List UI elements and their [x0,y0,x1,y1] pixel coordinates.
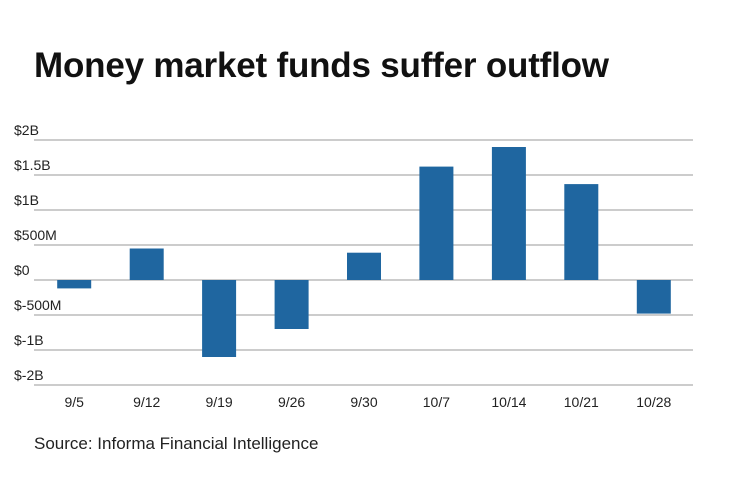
x-tick-label: 9/12 [133,394,160,410]
bar-9-30 [347,252,381,280]
x-tick-label: 10/14 [491,394,526,410]
y-tick-label: $2B [14,122,39,138]
y-tick-label: $0 [14,262,30,278]
bar-9-19 [202,280,237,357]
x-tick-label: 9/26 [278,394,305,410]
bar-10-7 [419,166,454,280]
source-note: Source: Informa Financial Intelligence [34,434,319,453]
bar-10-14 [491,147,526,280]
y-tick-label: $1.5B [14,157,51,173]
x-tick-label: 10/21 [564,394,599,410]
y-tick-label: $-1B [14,332,44,348]
x-tick-label: 9/19 [205,394,232,410]
x-tick-label: 9/5 [64,394,84,410]
bar-9-26 [274,280,309,329]
bar-9-12 [129,248,164,280]
y-axis-tick-labels: $2B $1.5B $1B $500M $0 $-500M $-1B $-2B [14,122,61,383]
gridlines [34,139,693,386]
x-tick-label: 10/7 [423,394,450,410]
y-tick-label: $-500M [14,297,61,313]
bars [57,147,671,357]
bar-10-21 [564,184,599,280]
x-axis-tick-labels: 9/5 9/12 9/19 9/26 9/30 10/7 10/14 10/21 10/28 [64,394,671,410]
x-tick-label: 10/28 [636,394,671,410]
x-tick-label: 9/30 [350,394,377,410]
bar-10-28 [636,280,671,314]
y-tick-label: $-2B [14,367,44,383]
y-tick-label: $500M [14,227,57,243]
bar-9-5 [57,280,92,289]
y-tick-label: $1B [14,192,39,208]
chart-title: Money market funds suffer outflow [34,46,609,85]
